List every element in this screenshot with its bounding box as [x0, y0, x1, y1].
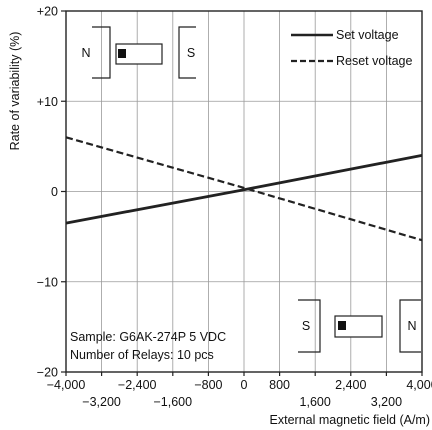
x-tick-label: 4,000	[406, 378, 432, 392]
magnet-pole-bracket	[178, 26, 196, 79]
y-tick-label: −10	[37, 275, 58, 289]
y-tick-label: +10	[37, 95, 58, 109]
x-axis-ticks: −4,000 −3,200 −2,400 −1,600−800 0 800 1,600 2,4…	[47, 372, 432, 409]
relay-icon	[334, 315, 383, 338]
relay-count-note: Number of Relays: 10 pcs	[70, 348, 214, 362]
magnet-pole-label: S	[187, 46, 195, 60]
magnet-pole-bracket	[298, 299, 321, 353]
x-tick-label: 2,400	[335, 378, 366, 392]
x-tick-label: 3,200	[371, 395, 402, 409]
magnet-pole-bracket	[92, 26, 111, 79]
relay-armature-icon	[118, 49, 126, 58]
magnet-pole-label: S	[302, 319, 310, 333]
x-tick-label: −4,000	[47, 378, 86, 392]
series-line-reset-voltage	[65, 136, 423, 242]
x-tick-label: 1,600	[300, 395, 331, 409]
x-tick-label: −3,200	[82, 395, 121, 409]
y-tick-label: 0	[51, 185, 58, 199]
x-tick-label: −800	[194, 378, 222, 392]
y-axis-title: Rate of variability (%)	[8, 32, 22, 151]
magnet-pole-label: N	[81, 46, 90, 60]
series-lines	[65, 136, 423, 242]
legend-label-set-voltage: Set voltage	[336, 28, 399, 42]
series-line-set-voltage	[65, 154, 423, 225]
y-axis-ticks: +20 +10 0 −10 −20	[37, 5, 66, 380]
magnet-diagram-right: S N	[298, 299, 421, 353]
x-tick-label: −1,600	[154, 395, 193, 409]
relay-armature-icon	[338, 321, 346, 330]
x-axis-title: External magnetic field (A/m)	[270, 413, 430, 427]
y-tick-label: +20	[37, 5, 58, 19]
x-tick-label: −2,400	[118, 378, 157, 392]
relay-icon	[115, 43, 163, 65]
legend-label-reset-voltage: Reset voltage	[336, 54, 412, 68]
legend: Set voltage Reset voltage	[291, 28, 412, 68]
y-tick-label: −20	[37, 366, 58, 380]
gridlines	[66, 11, 422, 372]
x-tick-label: 0	[241, 378, 248, 392]
magnet-pole-bracket	[399, 299, 421, 353]
magnet-diagram-left: N S	[81, 26, 196, 79]
x-tick-label: 800	[269, 378, 290, 392]
sample-note: Sample: G6AK-274P 5 VDC	[70, 330, 226, 344]
magnet-pole-label: N	[407, 319, 416, 333]
